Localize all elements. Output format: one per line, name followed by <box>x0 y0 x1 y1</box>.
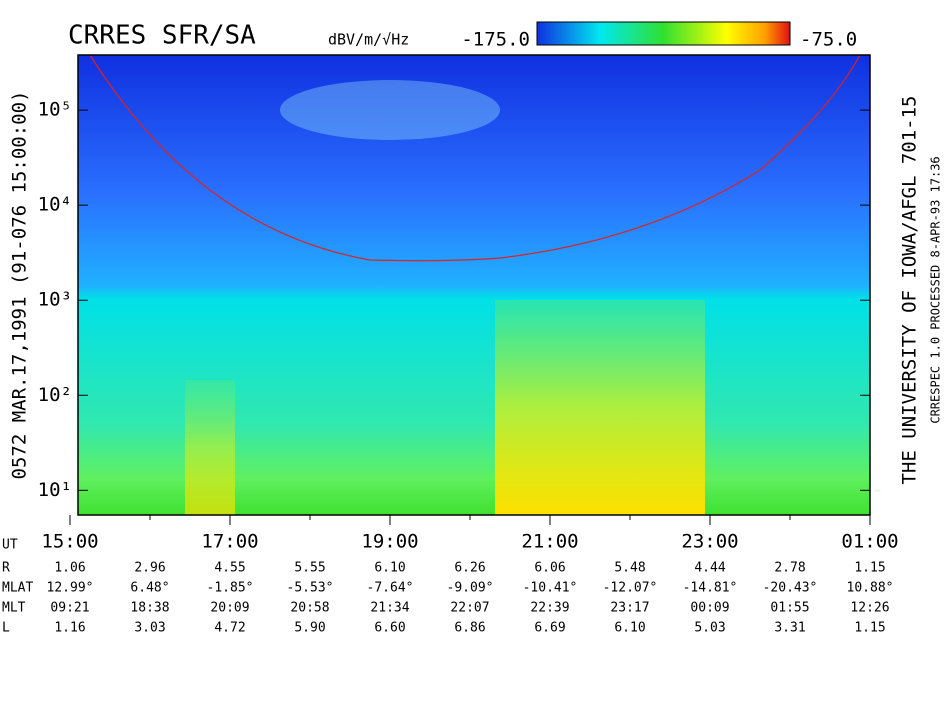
ephemeris-label: MLAT <box>2 581 33 596</box>
ephemeris-value: 10.88° <box>847 581 894 596</box>
ephemeris-value: 22:07 <box>450 601 489 616</box>
ephemeris-label: MLT <box>2 601 26 616</box>
ephemeris-value: 22:39 <box>530 601 569 616</box>
x-tick-label: 15:00 <box>41 531 98 553</box>
ephemeris-value: 20:58 <box>290 601 329 616</box>
ephemeris-value: 6.06 <box>534 561 565 576</box>
ephemeris-value: -12.07° <box>603 581 658 596</box>
ephemeris-value: 3.31 <box>774 621 805 636</box>
colorbar <box>536 21 791 46</box>
chart-title: CRRES SFR/SA <box>68 21 256 51</box>
ephemeris-value: 1.06 <box>54 561 85 576</box>
ephemeris-value: 6.26 <box>454 561 485 576</box>
left-label: 0572 MAR.17,1991 (91-076 15:00:00) <box>9 91 31 480</box>
ephemeris-value: 18:38 <box>130 601 169 616</box>
right-sublabel: CRRESPEC 1.0 PROCESSED 8-APR-93 17:36 <box>929 156 943 423</box>
plot-frame <box>77 54 871 516</box>
ephemeris-value: 12.99° <box>47 581 94 596</box>
y-tick-label: 10⁵ <box>38 99 72 121</box>
spectrogram-feature <box>185 380 235 515</box>
ephemeris-value: 2.96 <box>134 561 165 576</box>
ephemeris-value: -9.09° <box>447 581 494 596</box>
ephemeris-value: 23:17 <box>610 601 649 616</box>
ephemeris-value: 5.03 <box>694 621 725 636</box>
ephemeris-value: 12:26 <box>850 601 889 616</box>
ephemeris-value: 6.60 <box>374 621 405 636</box>
y-tick-label: 10⁴ <box>38 194 72 216</box>
ephemeris-value: 21:34 <box>370 601 409 616</box>
ephemeris-value: 3.03 <box>134 621 165 636</box>
ephemeris-value: 09:21 <box>50 601 89 616</box>
colorbar-unit: dBV/m/√Hz <box>328 31 409 49</box>
ephemeris-value: 2.78 <box>774 561 805 576</box>
colorbar-min: -175.0 <box>461 29 530 51</box>
spectrogram-feature <box>280 80 500 140</box>
ephemeris-value: 4.44 <box>694 561 725 576</box>
ephemeris-value: 6.48° <box>130 581 169 596</box>
x-tick-label: 19:00 <box>361 531 418 553</box>
colorbar-max: -75.0 <box>800 29 857 51</box>
ephemeris-value: 01:55 <box>770 601 809 616</box>
ephemeris-label: L <box>2 621 10 636</box>
ephemeris-value: 6.69 <box>534 621 565 636</box>
ephemeris-label: R <box>2 561 10 576</box>
ephemeris-value: 5.90 <box>294 621 325 636</box>
x-tick-label: 23:00 <box>681 531 738 553</box>
ephemeris-value: 5.48 <box>614 561 645 576</box>
ephemeris-value: 20:09 <box>210 601 249 616</box>
ephemeris-value: 1.16 <box>54 621 85 636</box>
ephemeris-value: 4.72 <box>214 621 245 636</box>
x-tick-label: 21:00 <box>521 531 578 553</box>
ephemeris-value: 6.86 <box>454 621 485 636</box>
ephemeris-value: 5.55 <box>294 561 325 576</box>
ephemeris-value: 6.10 <box>614 621 645 636</box>
ephemeris-value: -10.41° <box>523 581 578 596</box>
spectrogram-feature <box>495 300 705 515</box>
x-tick-label: 01:00 <box>841 531 898 553</box>
y-tick-label: 10¹ <box>38 479 72 501</box>
ephemeris-value: -5.53° <box>287 581 334 596</box>
ephemeris-value: 6.10 <box>374 561 405 576</box>
ephemeris-value: -7.64° <box>367 581 414 596</box>
right-label: THE UNIVERSITY OF IOWA/AFGL 701-15 <box>899 96 921 485</box>
y-tick-label: 10² <box>38 384 72 406</box>
plasma-frequency-trace <box>89 54 861 262</box>
ephemeris-value: 1.15 <box>854 621 885 636</box>
ephemeris-value: -14.81° <box>683 581 738 596</box>
ephemeris-value: 00:09 <box>690 601 729 616</box>
ephemeris-value: 1.15 <box>854 561 885 576</box>
x-tick-label: 17:00 <box>201 531 258 553</box>
ephemeris-label: UT <box>2 538 18 553</box>
y-tick-label: 10³ <box>38 289 72 311</box>
ephemeris-value: -20.43° <box>763 581 818 596</box>
ephemeris-value: 4.55 <box>214 561 245 576</box>
ephemeris-value: -1.85° <box>207 581 254 596</box>
